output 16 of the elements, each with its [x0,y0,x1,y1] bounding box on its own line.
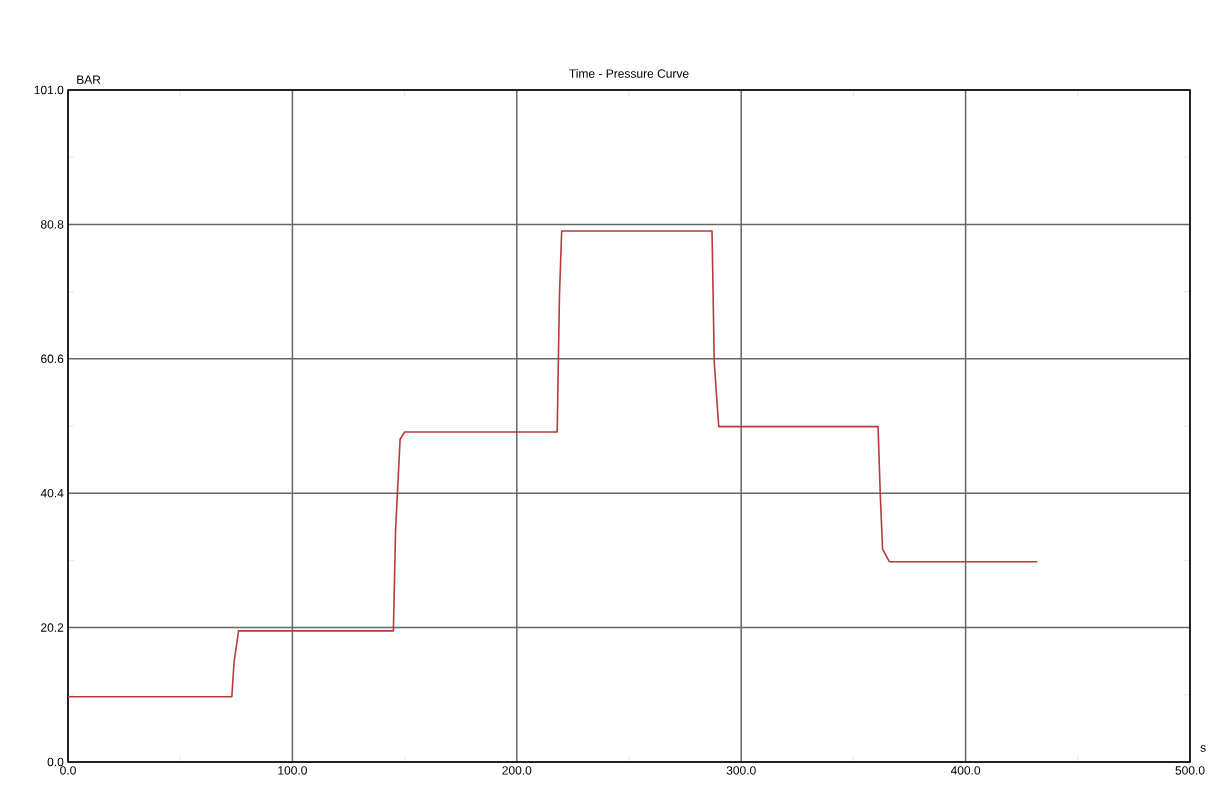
x-tick-label: 100.0 [278,766,307,775]
y-tick-label: 40.4 [40,488,64,498]
x-tick-label: 400.0 [950,766,981,775]
x-axis-title: s [1200,745,1206,752]
x-tick-label: 500.0 [1175,766,1205,775]
y-tick-label: 20.2 [41,623,64,632]
y-tick-label: 0.0 [47,757,64,767]
y-tick-label: 80.8 [40,220,64,229]
x-tick-label: 300.0 [726,766,756,775]
x-tick-label: 200.0 [502,766,532,775]
y-tick-label: 60.6 [41,354,64,364]
y-axis-title: BAR [77,75,101,84]
line-series [68,230,1039,698]
chart-title: Time - Pressure Curve [569,68,689,78]
x-tick-label: 0.0 [60,766,76,775]
y-tick-label: 101.0 [34,85,64,95]
